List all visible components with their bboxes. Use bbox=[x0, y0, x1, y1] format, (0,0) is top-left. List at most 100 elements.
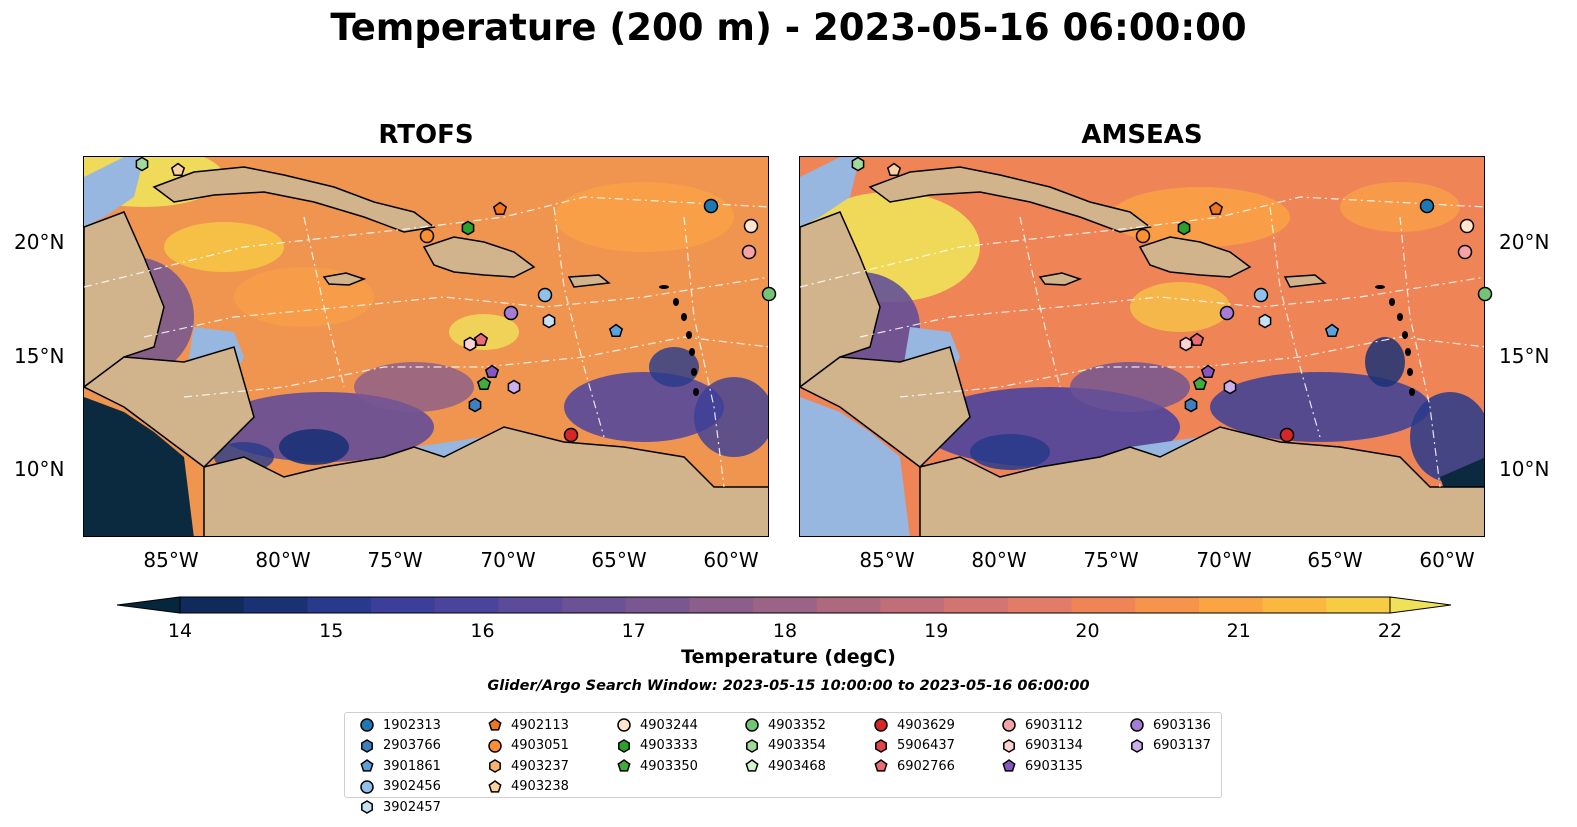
legend-label: 6902766 bbox=[897, 758, 955, 774]
circle-marker-icon bbox=[488, 738, 502, 753]
legend-item-6903137: 6903137 bbox=[1129, 736, 1211, 756]
panel-title-rtofs: RTOFS bbox=[378, 120, 474, 150]
legend-label: 6903137 bbox=[1153, 738, 1211, 753]
colorbar-tick-label: 17 bbox=[621, 620, 646, 642]
circle-marker-icon bbox=[1002, 718, 1016, 732]
legend-item-4903333: 4903333 bbox=[616, 736, 698, 756]
circle-marker-icon bbox=[360, 779, 374, 794]
hexagon-marker-icon bbox=[361, 738, 373, 753]
colorbar-segment bbox=[944, 597, 1009, 613]
legend-item-6903112: 6903112 bbox=[1001, 715, 1083, 735]
legend-item-3902456: 3902456 bbox=[359, 777, 441, 797]
legend: 1902313 2903766 3901861 3902456 3902457 49021… bbox=[344, 712, 1222, 815]
lon-label-85w-left: 85°W bbox=[143, 548, 199, 572]
colorbar-tick-label: 19 bbox=[924, 620, 949, 642]
lon-label-85w-right: 85°W bbox=[859, 548, 915, 572]
pentagon-marker-icon bbox=[874, 759, 888, 772]
lat-label-20n-right: 20°N bbox=[1499, 230, 1550, 254]
pentagon-marker-icon bbox=[488, 779, 502, 793]
legend-item-4903237: 4903237 bbox=[487, 756, 569, 776]
legend-item-4903244: 4903244 bbox=[616, 715, 698, 735]
legend-item-4903051: 4903051 bbox=[487, 736, 569, 756]
legend-label: 6903135 bbox=[1025, 758, 1083, 774]
colorbar-tick-label: 18 bbox=[772, 620, 798, 642]
lat-label-10n-left: 10°N bbox=[14, 457, 65, 481]
hexagon-marker-icon bbox=[1131, 738, 1143, 753]
legend-label: 5906437 bbox=[897, 738, 955, 753]
legend-label: 4903237 bbox=[511, 758, 569, 774]
map-panel-rtofs[interactable] bbox=[83, 156, 769, 537]
legend-label: 1902313 bbox=[383, 717, 441, 733]
circle-marker-icon bbox=[1130, 718, 1144, 732]
lat-label-15n-left: 15°N bbox=[14, 344, 65, 368]
pentagon-marker-icon bbox=[488, 718, 502, 731]
circle-marker-icon bbox=[745, 718, 759, 732]
legend-item-5906437: 5906437 bbox=[873, 736, 955, 756]
colorbar-tick-label: 21 bbox=[1226, 620, 1251, 642]
colorbar-tick-label: 16 bbox=[470, 620, 495, 642]
colorbar-segment bbox=[1326, 597, 1391, 613]
legend-item-6903134: 6903134 bbox=[1001, 736, 1083, 756]
search-window-text: Glider/Argo Search Window: 2023-05-15 10… bbox=[487, 678, 1090, 694]
legend-item-4903350: 4903350 bbox=[616, 756, 698, 776]
lon-label-65w-left: 65°W bbox=[591, 548, 647, 572]
colorbar-segment bbox=[180, 597, 245, 613]
legend-item-4903238: 4903238 bbox=[487, 777, 569, 797]
colorbar-tick-label: 15 bbox=[319, 620, 344, 642]
legend-label: 3902457 bbox=[383, 799, 441, 815]
legend-label: 4903352 bbox=[768, 717, 826, 733]
legend-item-6903136: 6903136 bbox=[1129, 715, 1211, 735]
hexagon-marker-icon bbox=[361, 800, 373, 814]
lat-label-20n-left: 20°N bbox=[14, 230, 65, 254]
legend-item-1902313: 1902313 bbox=[359, 715, 441, 735]
lon-label-70w-right: 70°W bbox=[1196, 548, 1252, 572]
lon-label-60w-left: 60°W bbox=[703, 548, 759, 572]
lat-label-15n-right: 15°N bbox=[1499, 344, 1550, 368]
legend-label: 3901861 bbox=[383, 758, 441, 774]
legend-label: 4902113 bbox=[511, 717, 569, 733]
pentagon-marker-icon bbox=[745, 759, 759, 772]
circle-marker-icon bbox=[874, 718, 888, 732]
legend-item-4903468: 4903468 bbox=[744, 756, 826, 776]
colorbar-segment bbox=[434, 597, 499, 613]
lat-label-10n-right: 10°N bbox=[1499, 457, 1550, 481]
colorbar-segment bbox=[1071, 597, 1136, 613]
legend-item-6902766: 6902766 bbox=[873, 756, 955, 776]
legend-label: 4903629 bbox=[897, 717, 955, 733]
map-panel-amseas[interactable] bbox=[799, 156, 1485, 537]
colorbar-segment bbox=[1135, 597, 1200, 613]
legend-label: 4903051 bbox=[511, 738, 569, 753]
hexagon-marker-icon bbox=[489, 759, 501, 773]
colorbar-segment bbox=[689, 597, 754, 613]
legend-label: 4903333 bbox=[640, 738, 698, 753]
legend-label: 4903350 bbox=[640, 758, 698, 774]
legend-item-6903135: 6903135 bbox=[1001, 756, 1083, 776]
legend-label: 4903244 bbox=[640, 717, 698, 733]
pentagon-marker-icon bbox=[1002, 759, 1016, 772]
colorbar-segment bbox=[562, 597, 627, 613]
circle-marker-icon bbox=[617, 718, 631, 732]
colorbar-tick-label: 22 bbox=[1377, 620, 1403, 642]
panel-title-amseas: AMSEAS bbox=[1081, 120, 1203, 150]
colorbar-frame bbox=[179, 596, 1391, 614]
colorbar-segment bbox=[880, 597, 945, 613]
lon-label-75w-left: 75°W bbox=[367, 548, 423, 572]
colorbar-segment bbox=[816, 597, 882, 613]
legend-label: 4903354 bbox=[768, 738, 826, 753]
lon-label-60w-right: 60°W bbox=[1419, 548, 1475, 572]
legend-item-3901861: 3901861 bbox=[359, 756, 441, 776]
legend-item-3902457: 3902457 bbox=[359, 797, 441, 817]
hexagon-marker-icon bbox=[746, 738, 758, 753]
hexagon-marker-icon bbox=[1003, 738, 1015, 753]
lon-label-75w-right: 75°W bbox=[1083, 548, 1139, 572]
legend-label: 3902456 bbox=[383, 779, 441, 794]
colorbar-segment bbox=[1198, 597, 1264, 613]
lon-label-80w-right: 80°W bbox=[971, 548, 1027, 572]
legend-label: 6903112 bbox=[1025, 717, 1083, 733]
colorbar-extend-max bbox=[1389, 596, 1452, 614]
colorbar-segment bbox=[1007, 597, 1073, 613]
legend-item-2903766: 2903766 bbox=[359, 736, 441, 756]
colorbar-segment bbox=[371, 597, 436, 613]
circle-marker-icon bbox=[360, 718, 374, 732]
colorbar-tick-label: 14 bbox=[167, 620, 193, 642]
